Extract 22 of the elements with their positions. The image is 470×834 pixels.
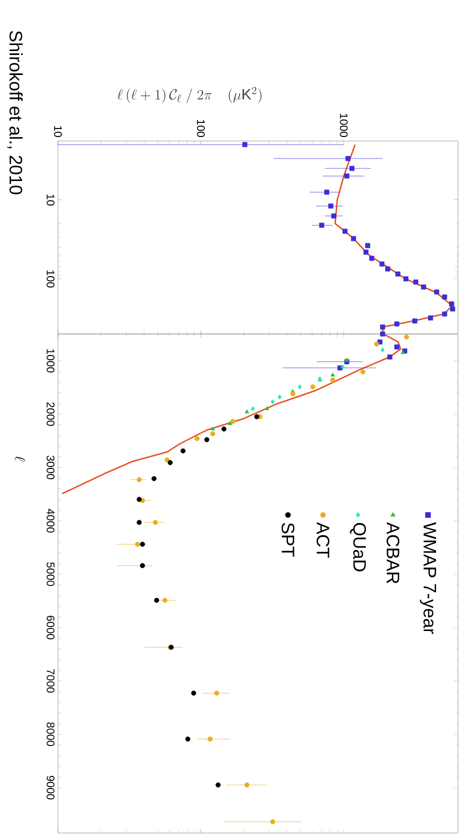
legend-label: WMAP 7-year <box>420 522 436 634</box>
legend-label: ACBAR <box>386 522 400 584</box>
y-tick-label: 7000 <box>46 669 54 693</box>
x-tick-label: 1000 <box>340 114 348 138</box>
y-tick-label: 100 <box>46 270 54 288</box>
y-tick-label: 5000 <box>46 562 54 586</box>
x-tick-label: 10 <box>54 126 62 138</box>
y-tick-label: 4000 <box>46 508 54 533</box>
y-axis-title: $\ell$ <box>14 456 26 462</box>
y-tick-label: 3000 <box>46 456 54 480</box>
legend-label: SPT <box>282 523 294 557</box>
x-tick-label: 100 <box>196 120 205 138</box>
y-tick-label: 10 <box>46 194 54 206</box>
y-tick-label: 6000 <box>46 616 54 640</box>
y-tick-label: 2000 <box>46 402 54 426</box>
legend-label: ACT <box>316 522 330 558</box>
y-tick-label: 9000 <box>46 776 54 800</box>
y-tick-label: 8000 <box>46 722 54 746</box>
text: Shirokoff et al., 2010 <box>7 31 23 194</box>
y-tick-label: 1000 <box>46 349 54 372</box>
legend-label: QUaD <box>350 523 366 572</box>
x-axis-title: $\ell\,(\ell+1)\,\mathcal{C}_\ell\;/\;2\pi\quad(\mu\mathrm{K}^2)$ <box>117 86 262 104</box>
